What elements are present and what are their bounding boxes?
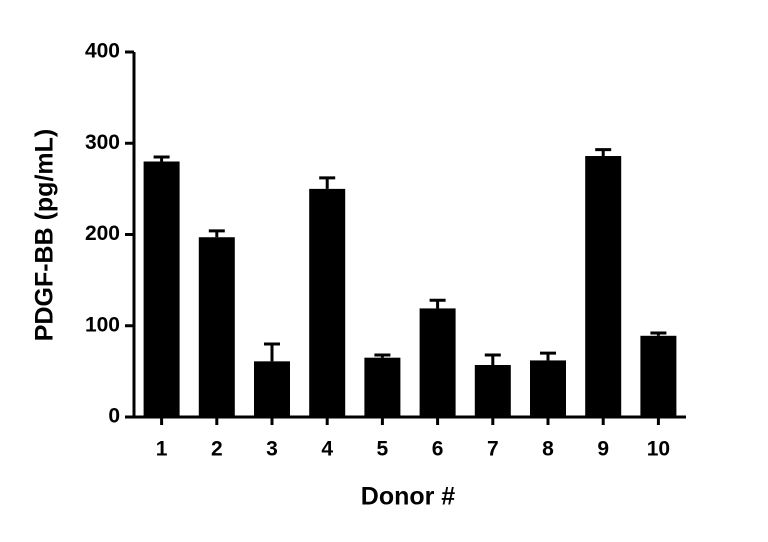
- error-bar: [484, 353, 501, 365]
- error-bar: [153, 155, 170, 162]
- bar: [585, 156, 622, 417]
- y-tick-label: 0: [108, 405, 120, 428]
- y-axis-title: PDGF-BB (pg/mL): [31, 129, 59, 341]
- error-bar: [540, 351, 556, 361]
- error-bar: [429, 298, 446, 309]
- x-tick-label: 4: [321, 438, 333, 461]
- bar: [309, 188, 346, 417]
- x-tick-label: 8: [542, 438, 554, 461]
- x-tick-label: 7: [487, 438, 499, 461]
- error-bar: [264, 342, 280, 362]
- bar: [530, 360, 566, 417]
- x-tick-label: 3: [266, 438, 278, 461]
- x-axis-title: Donor #: [361, 483, 456, 511]
- error-bar: [319, 176, 336, 189]
- x-tick-label: 1: [156, 438, 168, 461]
- x-tick-label: 5: [377, 438, 389, 461]
- error-bar: [595, 148, 612, 157]
- error-bar: [208, 229, 225, 238]
- y-tick-label: 200: [85, 222, 120, 245]
- bar: [254, 361, 290, 417]
- error-bar: [374, 353, 391, 358]
- error-bar: [650, 331, 667, 336]
- x-tick-label: 6: [432, 438, 444, 461]
- bar: [474, 364, 511, 417]
- bar: [198, 237, 235, 417]
- bar: [364, 357, 401, 417]
- x-tick-label: 2: [211, 438, 223, 461]
- x-tick-label: 9: [597, 438, 609, 461]
- bar: [640, 335, 677, 417]
- bar: [419, 308, 456, 417]
- y-tick-label: 400: [85, 40, 120, 63]
- bar: [143, 161, 180, 417]
- y-tick-label: 100: [85, 313, 120, 336]
- y-tick-label: 300: [85, 131, 120, 154]
- x-tick-label: 10: [647, 438, 670, 461]
